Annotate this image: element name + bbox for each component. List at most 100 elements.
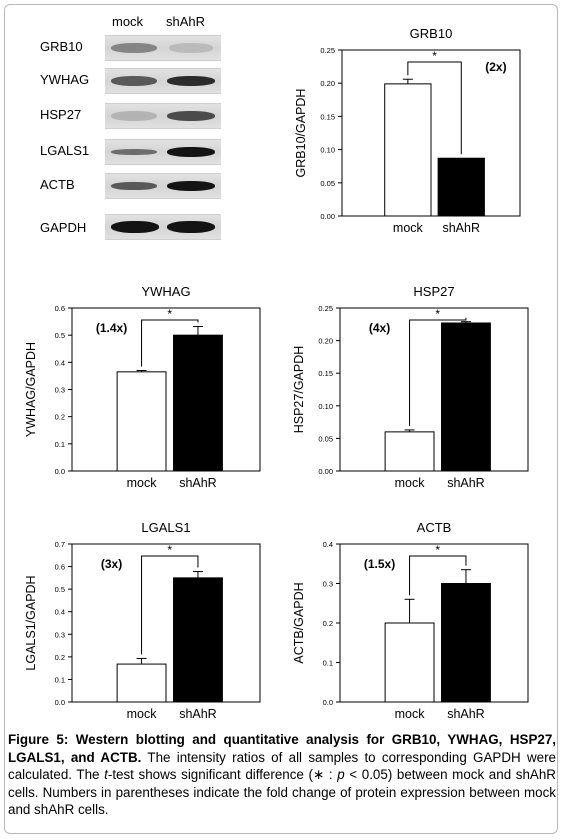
y-tick-label: 0.4 — [55, 358, 65, 367]
caption-text: -test shows significant difference (∗ : — [107, 767, 338, 783]
fold-change-label: (2x) — [485, 60, 506, 74]
western-blot-panel: mock shAhR GRB10 YWHAG HSP27 LGALS1 ACTB… — [0, 0, 240, 245]
bar-shahr — [173, 577, 223, 703]
y-tick-label: 0.2 — [55, 413, 65, 422]
x-category-label: shAhR — [179, 707, 217, 721]
y-tick-label: 0.5 — [55, 331, 65, 340]
y-tick-label: 0.5 — [55, 585, 65, 594]
y-tick-label: 0.20 — [318, 337, 333, 346]
blot-strip-lgals1 — [105, 139, 221, 165]
blot-band-shahr — [167, 181, 215, 191]
blot-strip-hsp27 — [105, 103, 221, 129]
y-tick-label: 0.1 — [55, 675, 65, 684]
y-tick-label: 0.6 — [55, 563, 65, 572]
blot-band-shahr — [167, 111, 215, 121]
y-tick-label: 0.0 — [323, 698, 333, 707]
blot-band-mock — [111, 149, 157, 155]
y-tick-label: 0.3 — [55, 386, 65, 395]
y-tick-label: 0.4 — [55, 608, 65, 617]
significance-marker: * — [435, 543, 440, 557]
blot-strip-grb10 — [105, 35, 221, 61]
y-axis-label: GRB10/GAPDH — [294, 89, 308, 178]
y-tick-label: 0.25 — [318, 304, 333, 313]
x-category-label: mock — [393, 221, 424, 235]
chart-title: YWHAG — [141, 284, 190, 299]
x-category-label: mock — [127, 707, 158, 721]
significance-bracket — [409, 317, 467, 426]
caption-text: < 0.05) between mock and shAhR cells. Nu… — [8, 767, 556, 818]
figure-caption: Figure 5: Western blotting and quantitat… — [8, 731, 556, 819]
bar-shahr — [437, 157, 485, 217]
blot-band-shahr — [167, 147, 215, 157]
significance-bracket — [141, 555, 199, 655]
blot-header-mock: mock — [112, 14, 144, 29]
figure-frame — [4, 4, 558, 834]
hsp27-chart: HSP27 HSP27/GAPDH 0.00 0.05 0.10 0.15 0.20 0.25… — [292, 284, 529, 490]
blot-band-shahr — [169, 43, 213, 53]
y-tick-label: 0.6 — [55, 304, 65, 313]
caption-text: The intensity ratios of all samples to c… — [8, 749, 556, 783]
y-tick-label: 0.10 — [320, 146, 335, 155]
x-category-label: mock — [127, 476, 158, 490]
caption-t-italic: t — [104, 767, 108, 783]
y-axis-label: LGALS1/GAPDH — [24, 575, 38, 670]
significance-marker: * — [432, 49, 437, 63]
bar-shahr — [173, 334, 223, 472]
bar-mock — [384, 431, 435, 472]
y-tick-label: 0.10 — [318, 402, 333, 411]
bar-mock — [384, 83, 432, 217]
y-axis-label: HSP27/GAPDH — [292, 346, 306, 434]
chart-title: HSP27 — [413, 284, 454, 299]
ywhag-chart: YWHAG YWHAG/GAPDH 0.0 0.1 0.2 0.3 0.4 0.5 0.6 moc… — [24, 284, 261, 490]
y-tick-label: 0.15 — [320, 112, 335, 121]
blot-strip-ywhag — [105, 68, 221, 94]
y-tick-label: 0.3 — [323, 580, 333, 589]
blot-band-shahr — [167, 76, 215, 86]
x-category-label: shAhR — [447, 476, 485, 490]
actb-chart: ACTB ACTB/GAPDH 0.0 0.1 0.2 0.3 0.4 mock shAhR * (… — [292, 520, 529, 721]
x-category-label: shAhR — [179, 476, 217, 490]
y-tick-label: 0.1 — [55, 440, 65, 449]
y-tick-label: 0.20 — [320, 79, 335, 88]
fold-change-label: (1.4x) — [96, 321, 127, 335]
x-category-label: shAhR — [442, 221, 480, 235]
chart-title: LGALS1 — [141, 520, 190, 535]
y-tick-label: 0.15 — [318, 369, 333, 378]
y-tick-label: 0.2 — [55, 653, 65, 662]
y-tick-label: 0.00 — [318, 467, 333, 476]
bar-mock — [384, 622, 435, 703]
caption-bold: Figure 5: Western blotting and quantitat… — [8, 732, 556, 765]
blot-label: HSP27 — [40, 107, 82, 122]
significance-bracket — [141, 319, 199, 367]
caption-p-italic: p — [337, 767, 345, 783]
y-tick-label: 0.3 — [55, 630, 65, 639]
y-tick-label: 0.05 — [318, 434, 333, 443]
blot-strip-gapdh — [105, 214, 221, 240]
y-tick-label: 0.05 — [320, 179, 335, 188]
y-tick-label: 0.25 — [320, 46, 335, 55]
blot-band-mock — [111, 221, 159, 233]
bar-shahr — [441, 322, 491, 472]
blot-label: LGALS1 — [40, 143, 90, 158]
significance-bracket — [409, 555, 467, 596]
y-tick-label: 0.7 — [55, 540, 65, 549]
blot-header-shahr: shAhR — [166, 14, 206, 29]
blot-band-mock — [111, 111, 157, 121]
blot-band-mock — [111, 182, 157, 190]
fold-change-label: (1.5x) — [364, 557, 395, 571]
blot-label: YWHAG — [40, 72, 90, 87]
significance-marker: * — [167, 307, 172, 321]
y-axis-label: YWHAG/GAPDH — [24, 342, 38, 437]
chart-title: ACTB — [417, 520, 452, 535]
grb10-chart: GRB10 GRB10/GAPDH 0.00 0.05 0.10 0.15 0.20 0.25… — [294, 26, 521, 235]
blot-band-mock — [111, 43, 157, 53]
y-tick-label: 0.0 — [55, 467, 65, 476]
blot-label: GAPDH — [40, 220, 87, 235]
significance-marker: * — [435, 307, 440, 321]
bar-mock — [116, 663, 167, 703]
x-category-label: shAhR — [447, 707, 485, 721]
significance-marker: * — [167, 543, 172, 557]
y-tick-label: 0.00 — [320, 212, 335, 221]
significance-bracket — [407, 61, 462, 155]
lgals1-chart: LGALS1 LGALS1/GAPDH 0.0 0.1 0.2 0.3 0.4 0.5 0.6 0… — [24, 520, 261, 721]
